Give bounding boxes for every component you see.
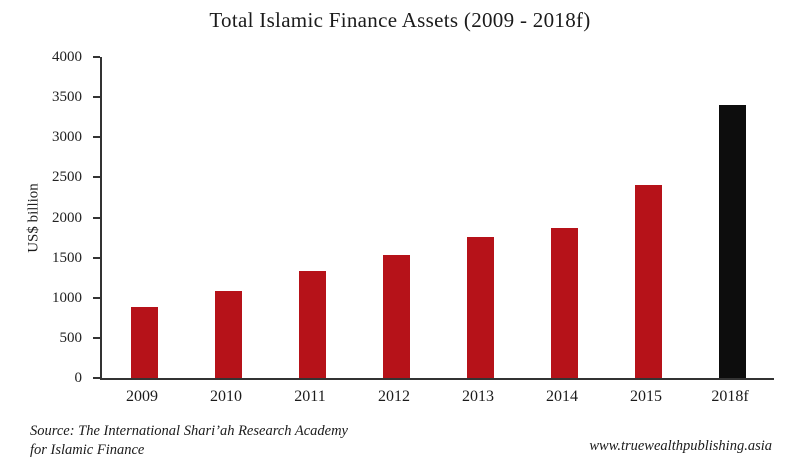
y-tick-mark-2500 bbox=[93, 176, 100, 179]
y-tick-label-500: 500 bbox=[59, 329, 83, 346]
source-line-2: for Islamic Finance bbox=[30, 442, 145, 459]
bar-column-2014 bbox=[522, 57, 606, 378]
chart-title: Total Islamic Finance Assets (2009 - 201… bbox=[209, 8, 591, 32]
bar-2010 bbox=[214, 290, 242, 378]
y-tick-mark-3000 bbox=[93, 136, 100, 139]
x-tick-label-2011: 2011 bbox=[294, 388, 326, 405]
bar-2013 bbox=[466, 236, 494, 378]
y-tick-mark-1500 bbox=[93, 256, 100, 259]
bar-2012 bbox=[382, 255, 410, 378]
bar-2009 bbox=[130, 306, 158, 378]
x-axis: 2009 2010 2011 2012 2013 2014 2015 2018f bbox=[100, 388, 772, 406]
y-tick-label-2000: 2000 bbox=[52, 209, 82, 226]
y-tick-label-1000: 1000 bbox=[52, 289, 82, 306]
x-tick-label-2009: 2009 bbox=[126, 388, 158, 405]
x-tick-label-2012: 2012 bbox=[378, 388, 410, 405]
source-attribution: Source: The International Shari’ah Resea… bbox=[30, 422, 348, 460]
y-tick-mark-500 bbox=[93, 336, 100, 339]
bar-2015 bbox=[634, 184, 662, 378]
bar-2011 bbox=[298, 271, 326, 378]
bar-column-2010 bbox=[186, 57, 270, 378]
y-tick-label-4000: 4000 bbox=[52, 49, 82, 65]
bar-column-2018f bbox=[690, 57, 774, 378]
bar-column-2012 bbox=[354, 57, 438, 378]
y-tick-label-2500: 2500 bbox=[52, 169, 82, 186]
x-tick-label-2014: 2014 bbox=[546, 388, 578, 405]
y-axis: 0 500 1000 1500 2000 2500 3000 3500 4000 bbox=[0, 49, 100, 386]
bar-column-2015 bbox=[606, 57, 690, 378]
bar-column-2011 bbox=[270, 57, 354, 378]
bar-2014 bbox=[550, 227, 578, 378]
y-tick-mark-4000 bbox=[93, 56, 100, 58]
plot-area bbox=[100, 57, 774, 380]
y-tick-mark-3500 bbox=[93, 96, 100, 99]
y-tick-mark-1000 bbox=[93, 296, 100, 299]
bar-column-2009 bbox=[102, 57, 186, 378]
x-tick-label-2010: 2010 bbox=[210, 388, 242, 405]
x-tick-label-2013: 2013 bbox=[462, 388, 494, 405]
x-tick-label-2018f: 2018f bbox=[711, 388, 749, 405]
y-tick-label-1500: 1500 bbox=[52, 249, 82, 266]
website-url: www.truewealthpublishing.asia bbox=[589, 438, 772, 454]
source-line-1: Source: The International Shari’ah Resea… bbox=[30, 423, 348, 439]
y-tick-label-3500: 3500 bbox=[52, 89, 82, 106]
x-tick-label-2015: 2015 bbox=[630, 388, 662, 405]
y-tick-label-3000: 3000 bbox=[52, 129, 82, 146]
y-tick-mark-2000 bbox=[93, 216, 100, 219]
y-tick-mark-0 bbox=[93, 377, 100, 379]
bar-2018f bbox=[718, 105, 746, 378]
bar-column-2013 bbox=[438, 57, 522, 378]
y-tick-label-0: 0 bbox=[74, 370, 83, 386]
